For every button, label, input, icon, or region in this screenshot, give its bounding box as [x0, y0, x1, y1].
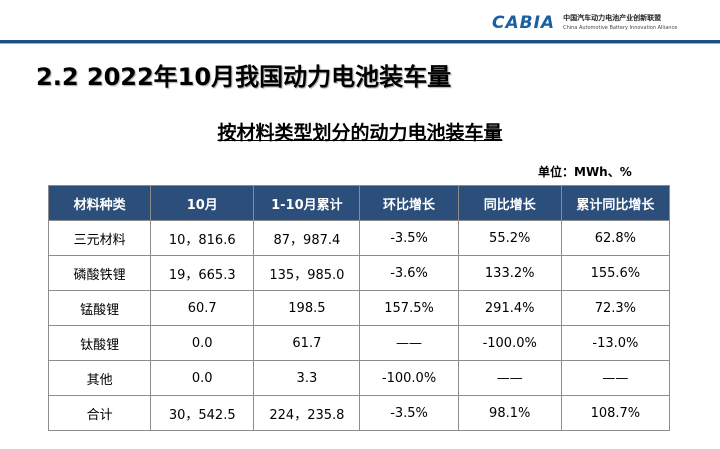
- cell-ytd-yoy: 62.8%: [560, 220, 671, 256]
- cell-ytd: 224，235.8: [253, 395, 361, 431]
- cell-ytd-yoy: ——: [560, 360, 671, 396]
- header-october: 10月: [150, 185, 255, 221]
- cell-mom: -3.6%: [359, 255, 459, 291]
- table-row: 锰酸锂 60.7 198.5 157.5% 291.4% 72.3%: [47, 290, 671, 326]
- cell-material: 磷酸铁锂: [47, 255, 152, 291]
- table-row: 钛酸锂 0.0 61.7 —— -100.0% -13.0%: [47, 325, 671, 361]
- cell-ytd-yoy: 108.7%: [560, 395, 671, 431]
- cell-mom: ——: [359, 325, 459, 361]
- cell-material: 锰酸锂: [47, 290, 152, 326]
- logo-text: 中国汽车动力电池产业创新联盟 China Automotive Battery …: [563, 13, 677, 33]
- cell-material: 三元材料: [47, 220, 152, 256]
- table-row: 三元材料 10，816.6 87，987.4 -3.5% 55.2% 62.8%: [47, 220, 671, 256]
- table-row-total: 合计 30，542.5 224，235.8 -3.5% 98.1% 108.7%: [47, 395, 671, 431]
- unit-label: 单位：MWh、%: [538, 165, 632, 179]
- cell-yoy: ——: [457, 360, 562, 396]
- table-row: 磷酸铁锂 19，665.3 135，985.0 -3.6% 133.2% 155…: [47, 255, 671, 291]
- logo-mark: CABIA: [492, 13, 556, 33]
- cell-material: 合计: [47, 395, 152, 431]
- cell-yoy: 133.2%: [457, 255, 562, 291]
- header-rule: [0, 40, 720, 43]
- table-title: 按材料类型划分的动力电池装车量: [217, 122, 503, 144]
- cell-ytd-yoy: 155.6%: [560, 255, 671, 291]
- cell-october: 19，665.3: [150, 255, 255, 291]
- cell-yoy: 55.2%: [457, 220, 562, 256]
- cell-mom: -100.0%: [359, 360, 459, 396]
- org-name-en: China Automotive Battery Innovation Alli…: [563, 25, 678, 31]
- header-material: 材料种类: [47, 185, 152, 221]
- cell-ytd: 3.3: [253, 360, 361, 396]
- cell-yoy: 98.1%: [457, 395, 562, 431]
- table-row: 其他 0.0 3.3 -100.0% —— ——: [47, 360, 671, 396]
- page-header: CABIA 中国汽车动力电池产业创新联盟 China Automotive Ba…: [0, 0, 720, 40]
- cell-ytd: 87，987.4: [253, 220, 361, 256]
- cabia-logo: CABIA 中国汽车动力电池产业创新联盟 China Automotive Ba…: [492, 13, 677, 33]
- cell-mom: 157.5%: [359, 290, 459, 326]
- cell-october: 60.7: [150, 290, 255, 326]
- cell-mom: -3.5%: [359, 395, 459, 431]
- table-header-row: 材料种类 10月 1-10月累计 环比增长 同比增长 累计同比增长: [47, 185, 671, 221]
- cell-material: 钛酸锂: [47, 325, 152, 361]
- header-rule-accent: [0, 43, 720, 44]
- cell-mom: -3.5%: [359, 220, 459, 256]
- header-ytd: 1-10月累计: [253, 185, 361, 221]
- header-ytd-yoy: 累计同比增长: [560, 185, 671, 221]
- header-yoy: 同比增长: [457, 185, 562, 221]
- cell-yoy: 291.4%: [457, 290, 562, 326]
- cell-october: 30，542.5: [150, 395, 255, 431]
- cell-ytd-yoy: -13.0%: [560, 325, 671, 361]
- cell-ytd: 198.5: [253, 290, 361, 326]
- cell-october: 0.0: [150, 360, 255, 396]
- cell-october: 10，816.6: [150, 220, 255, 256]
- cell-material: 其他: [47, 360, 152, 396]
- org-name-cn: 中国汽车动力电池产业创新联盟: [563, 14, 662, 22]
- cell-ytd: 61.7: [253, 325, 361, 361]
- cell-october: 0.0: [150, 325, 255, 361]
- cell-ytd: 135，985.0: [253, 255, 361, 291]
- cell-ytd-yoy: 72.3%: [560, 290, 671, 326]
- section-title: 2.2 2022年10月我国动力电池装车量: [36, 63, 452, 91]
- cell-yoy: -100.0%: [457, 325, 562, 361]
- battery-volume-table: 材料种类 10月 1-10月累计 环比增长 同比增长 累计同比增长 三元材料 1…: [47, 185, 671, 431]
- header-mom: 环比增长: [359, 185, 459, 221]
